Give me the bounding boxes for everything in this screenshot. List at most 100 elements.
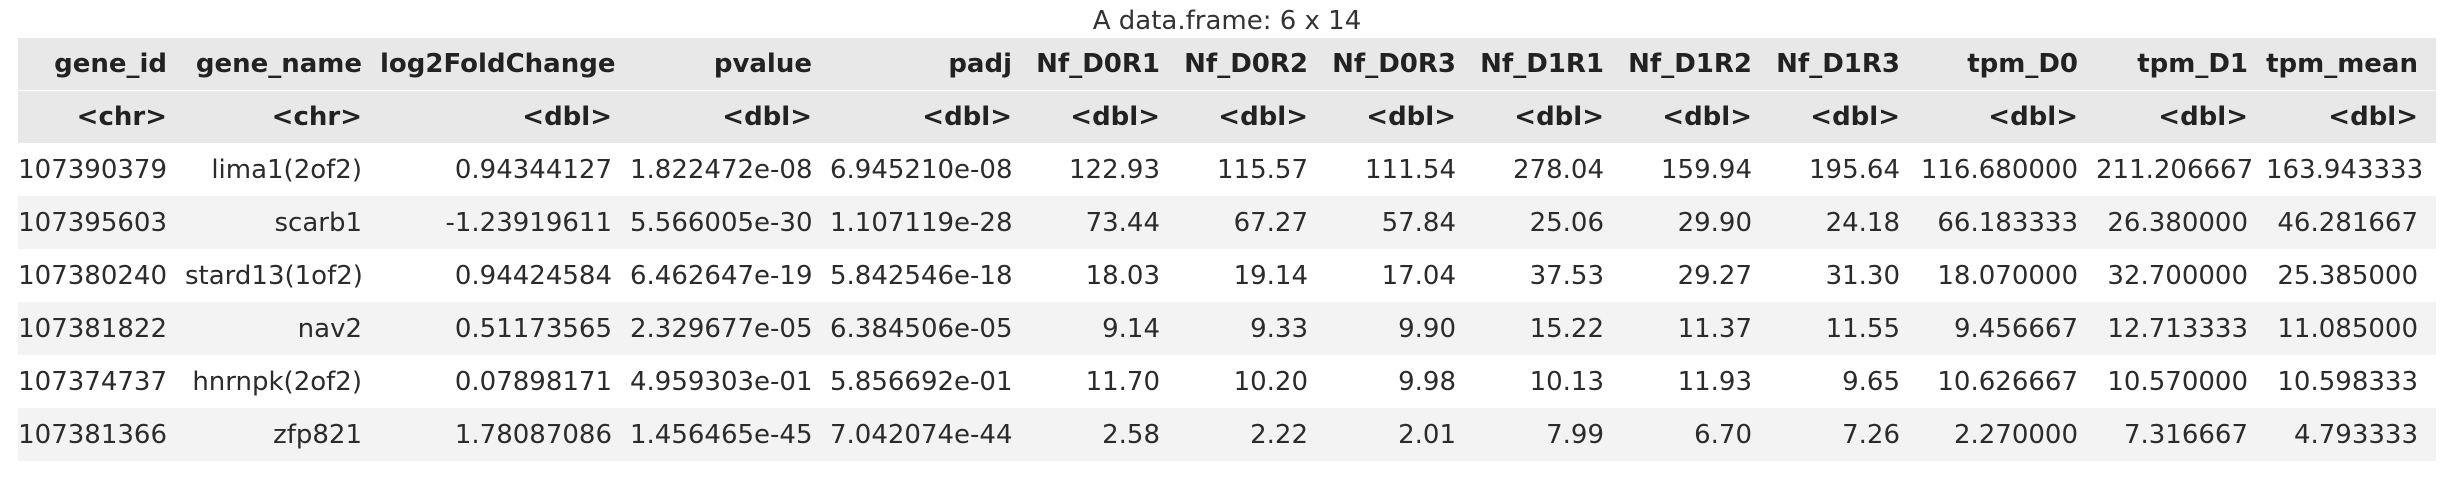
cell-pvalue: 1.822472e-08	[630, 143, 830, 196]
cell-nf-d0r1: 2.58	[1030, 408, 1178, 461]
column-type-label: <dbl>	[1770, 90, 1918, 143]
cell-nf-d0r2: 67.27	[1178, 196, 1326, 249]
column-type-label: <dbl>	[380, 90, 630, 143]
cell-nf-d0r2: 2.22	[1178, 408, 1326, 461]
cell-gene-name: zfp821	[185, 408, 380, 461]
cell-nf-d0r1: 9.14	[1030, 302, 1178, 355]
cell-gene-id: 107390379	[18, 143, 185, 196]
cell-padj: 7.042074e-44	[830, 408, 1030, 461]
cell-tpm-mean: 163.943333	[2266, 143, 2436, 196]
cell-nf-d1r3: 195.64	[1770, 143, 1918, 196]
cell-nf-d0r3: 2.01	[1326, 408, 1474, 461]
cell-nf-d1r2: 6.70	[1622, 408, 1770, 461]
cell-nf-d1r3: 31.30	[1770, 249, 1918, 302]
column-type-label: <dbl>	[1030, 90, 1178, 143]
column-header-nf-d0r1: Nf_D0R1	[1030, 38, 1178, 91]
cell-nf-d1r2: 29.27	[1622, 249, 1770, 302]
column-header-nf-d1r1: Nf_D1R1	[1474, 38, 1622, 91]
cell-nf-d0r3: 17.04	[1326, 249, 1474, 302]
cell-gene-name: lima1(2of2)	[185, 143, 380, 196]
column-type-label: <chr>	[185, 90, 380, 143]
cell-tpm-mean: 25.385000	[2266, 249, 2436, 302]
cell-tpm-d0: 18.070000	[1918, 249, 2096, 302]
cell-tpm-d0: 10.626667	[1918, 355, 2096, 408]
cell-nf-d0r2: 115.57	[1178, 143, 1326, 196]
cell-tpm-d0: 116.680000	[1918, 143, 2096, 196]
cell-nf-d1r1: 10.13	[1474, 355, 1622, 408]
cell-gene-name: scarb1	[185, 196, 380, 249]
cell-nf-d1r3: 7.26	[1770, 408, 1918, 461]
table-caption: A data.frame: 6 x 14	[1092, 6, 1362, 36]
cell-nf-d1r1: 278.04	[1474, 143, 1622, 196]
cell-nf-d1r2: 11.93	[1622, 355, 1770, 408]
table-row: 107380240 stard13(1of2) 0.94424584 6.462647…	[18, 249, 2436, 302]
cell-tpm-d1: 7.316667	[2096, 408, 2266, 461]
column-type-label: <dbl>	[1918, 90, 2096, 143]
cell-log2foldchange: -1.23919611	[380, 196, 630, 249]
cell-nf-d0r2: 19.14	[1178, 249, 1326, 302]
cell-gene-id: 107381366	[18, 408, 185, 461]
table-row: 107374737 hnrnpk(2of2) 0.07898171 4.959303e…	[18, 355, 2436, 408]
cell-gene-name: hnrnpk(2of2)	[185, 355, 380, 408]
cell-tpm-d1: 12.713333	[2096, 302, 2266, 355]
column-type-label: <dbl>	[1326, 90, 1474, 143]
column-header-nf-d0r2: Nf_D0R2	[1178, 38, 1326, 91]
cell-log2foldchange: 1.78087086	[380, 408, 630, 461]
cell-gene-name: stard13(1of2)	[185, 249, 380, 302]
cell-gene-id: 107380240	[18, 249, 185, 302]
column-type-label: <dbl>	[630, 90, 830, 143]
cell-gene-name: nav2	[185, 302, 380, 355]
cell-pvalue: 4.959303e-01	[630, 355, 830, 408]
cell-padj: 1.107119e-28	[830, 196, 1030, 249]
cell-nf-d0r1: 11.70	[1030, 355, 1178, 408]
cell-pvalue: 1.456465e-45	[630, 408, 830, 461]
cell-nf-d0r3: 9.98	[1326, 355, 1474, 408]
column-name-row: gene_id gene_name log2FoldChange pvalue padj…	[18, 38, 2436, 91]
cell-tpm-d0: 2.270000	[1918, 408, 2096, 461]
column-type-label: <dbl>	[830, 90, 1030, 143]
cell-nf-d1r2: 29.90	[1622, 196, 1770, 249]
column-header-padj: padj	[830, 38, 1030, 91]
cell-tpm-d1: 10.570000	[2096, 355, 2266, 408]
cell-padj: 6.384506e-05	[830, 302, 1030, 355]
data-frame-table: gene_id gene_name log2FoldChange pvalue padj…	[18, 38, 2436, 461]
cell-tpm-mean: 11.085000	[2266, 302, 2436, 355]
column-type-label: <dbl>	[1622, 90, 1770, 143]
cell-nf-d1r1: 15.22	[1474, 302, 1622, 355]
column-type-label: <dbl>	[1474, 90, 1622, 143]
column-type-label: <dbl>	[1178, 90, 1326, 143]
cell-tpm-d0: 9.456667	[1918, 302, 2096, 355]
cell-tpm-d1: 211.206667	[2096, 143, 2266, 196]
cell-log2foldchange: 0.07898171	[380, 355, 630, 408]
table-row: 107381822 nav2 0.51173565 2.329677e-05 6.384…	[18, 302, 2436, 355]
cell-pvalue: 5.566005e-30	[630, 196, 830, 249]
cell-log2foldchange: 0.94424584	[380, 249, 630, 302]
cell-tpm-mean: 4.793333	[2266, 408, 2436, 461]
cell-nf-d0r1: 73.44	[1030, 196, 1178, 249]
cell-gene-id: 107381822	[18, 302, 185, 355]
cell-nf-d1r2: 159.94	[1622, 143, 1770, 196]
cell-nf-d1r1: 37.53	[1474, 249, 1622, 302]
cell-nf-d0r3: 111.54	[1326, 143, 1474, 196]
cell-nf-d0r3: 9.90	[1326, 302, 1474, 355]
cell-gene-id: 107374737	[18, 355, 185, 408]
cell-tpm-d1: 32.700000	[2096, 249, 2266, 302]
cell-nf-d0r2: 10.20	[1178, 355, 1326, 408]
cell-nf-d0r3: 57.84	[1326, 196, 1474, 249]
cell-pvalue: 6.462647e-19	[630, 249, 830, 302]
cell-nf-d1r1: 7.99	[1474, 408, 1622, 461]
table-row: 107381366 zfp821 1.78087086 1.456465e-45 7.0…	[18, 408, 2436, 461]
cell-tpm-d1: 26.380000	[2096, 196, 2266, 249]
column-header-tpm-mean: tpm_mean	[2266, 38, 2436, 91]
column-header-tpm-d0: tpm_D0	[1918, 38, 2096, 91]
cell-tpm-d0: 66.183333	[1918, 196, 2096, 249]
column-header-tpm-d1: tpm_D1	[2096, 38, 2266, 91]
column-header-nf-d0r3: Nf_D0R3	[1326, 38, 1474, 91]
column-type-label: <chr>	[18, 90, 185, 143]
cell-nf-d1r3: 11.55	[1770, 302, 1918, 355]
column-type-label: <dbl>	[2266, 90, 2436, 143]
cell-gene-id: 107395603	[18, 196, 185, 249]
column-header-log2foldchange: log2FoldChange	[380, 38, 630, 91]
column-header-nf-d1r2: Nf_D1R2	[1622, 38, 1770, 91]
table-body: 107390379 lima1(2of2) 0.94344127 1.822472e-…	[18, 143, 2436, 461]
